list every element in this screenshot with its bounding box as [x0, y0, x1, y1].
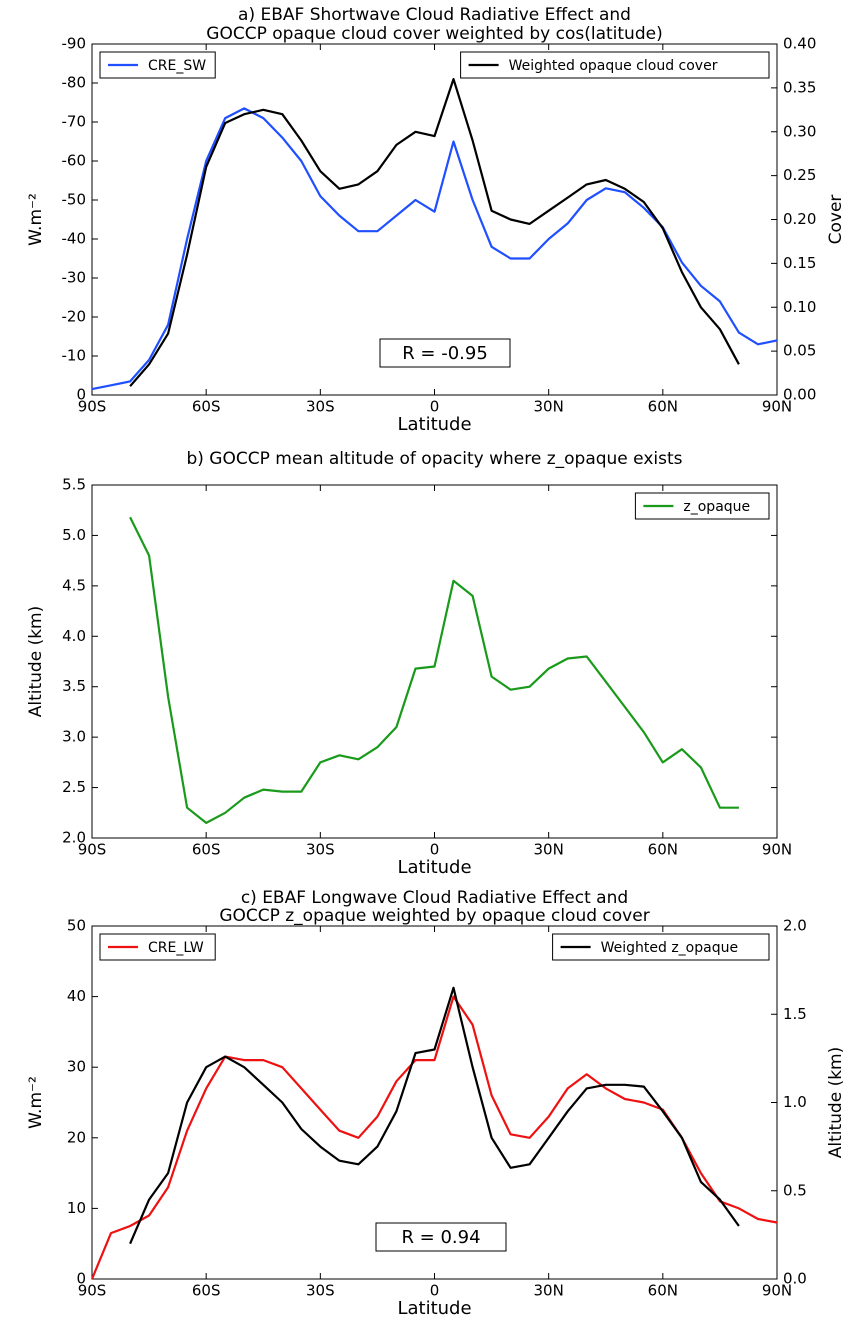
y-tick-label: -30 [62, 269, 87, 287]
y-tick-label: 2.0 [62, 829, 86, 847]
y-tick-label: 20 [67, 1128, 86, 1146]
y2-tick-label: 0.10 [783, 298, 816, 316]
y-tick-label: -90 [62, 35, 87, 53]
x-axis-label: Latitude [397, 857, 471, 878]
legend-box [460, 51, 770, 79]
annotation-box [375, 1222, 507, 1252]
annotation: R = 0.94 [401, 1227, 480, 1248]
y-tick-label: -60 [62, 152, 87, 170]
chart-title: a) EBAF Shortwave Cloud Radiative Effect… [238, 5, 631, 25]
x-tick-label: 0 [430, 841, 440, 859]
x-tick-label: 90S [78, 841, 107, 859]
legend: Weighted z_opaque [552, 933, 770, 961]
x-tick-label: 90N [762, 398, 792, 416]
chart-title: c) EBAF Longwave Cloud Radiative Effect … [241, 888, 628, 908]
y-tick-label: 3.0 [62, 728, 86, 746]
y-tick-label: 5.5 [62, 476, 86, 494]
y-tick-label: 30 [67, 1058, 86, 1076]
x-tick-label: 60S [192, 1282, 221, 1300]
chart-title: GOCCP z_opaque weighted by opaque cloud … [219, 906, 649, 926]
y-tick-label: 40 [67, 987, 86, 1005]
y-tick-label: 5.0 [62, 526, 86, 544]
y-tick-label: 0 [76, 1270, 86, 1288]
legend-label: CRE_SW [148, 58, 206, 74]
x-tick-label: 60N [648, 1282, 678, 1300]
x-tick-label: 30S [306, 1282, 335, 1300]
y2-tick-label: 0.15 [783, 254, 816, 272]
annotation-box [379, 338, 511, 368]
x-tick-label: 90N [762, 1282, 792, 1300]
y2-tick-label: 0.30 [783, 122, 816, 140]
x-axis-label: Latitude [397, 1298, 471, 1318]
series-line [129, 986, 740, 1245]
y2-tick-label: 0.05 [783, 342, 816, 360]
y2-tick-label: 1.5 [783, 1005, 807, 1023]
legend-label: Weighted opaque cloud cover [509, 58, 718, 74]
x-tick-label: 60S [192, 398, 221, 416]
y-axis-label: W.m⁻² [26, 1076, 46, 1129]
legend-label: Weighted z_opaque [601, 940, 738, 956]
chart-title: b) GOCCP mean altitude of opacity where … [186, 449, 682, 469]
y-tick-label: -80 [62, 74, 87, 92]
y-tick-label: 10 [67, 1199, 86, 1217]
y2-tick-label: 1.0 [783, 1093, 807, 1111]
annotation: R = -0.95 [402, 343, 488, 364]
x-tick-label: 90S [78, 1282, 107, 1300]
legend: CRE_LW [99, 933, 216, 961]
x-tick-label: 60N [648, 398, 678, 416]
legend: Weighted opaque cloud cover [460, 51, 770, 79]
y-tick-label: -10 [62, 347, 87, 365]
y-axis-label: Altitude (km) [26, 606, 46, 718]
y2-tick-label: 0.00 [783, 386, 816, 404]
x-axis-label: Latitude [397, 414, 471, 435]
y-tick-label: 2.5 [62, 778, 86, 796]
x-tick-label: 30S [306, 841, 335, 859]
x-tick-label: 30S [306, 398, 335, 416]
y2-axis-label: Cover [826, 195, 846, 245]
y2-tick-label: 0.40 [783, 35, 816, 53]
y2-tick-label: 0.25 [783, 166, 816, 184]
y-tick-label: 50 [67, 917, 86, 935]
y2-tick-label: 0.0 [783, 1270, 807, 1288]
x-tick-label: 90S [78, 398, 107, 416]
x-tick-label: 90N [762, 841, 792, 859]
y2-tick-label: 2.0 [783, 917, 807, 935]
legend-label: z_opaque [683, 499, 750, 515]
y-tick-label: -70 [62, 113, 87, 131]
y-tick-label: -50 [62, 191, 87, 209]
x-tick-label: 0 [430, 1282, 440, 1300]
y2-axis-label: Altitude (km) [826, 1047, 846, 1159]
y-tick-label: 0 [76, 386, 86, 404]
y2-tick-label: 0.35 [783, 78, 816, 96]
x-tick-label: 60N [648, 841, 678, 859]
legend-label: CRE_LW [148, 940, 204, 956]
x-tick-label: 30N [534, 841, 564, 859]
y2-tick-label: 0.5 [783, 1181, 807, 1199]
chart-title: GOCCP opaque cloud cover weighted by cos… [206, 24, 662, 44]
x-tick-label: 60S [192, 841, 221, 859]
y2-tick-label: 0.20 [783, 210, 816, 228]
y-axis-label: W.m⁻² [26, 193, 46, 246]
series-line [129, 516, 739, 824]
legend: z_opaque [634, 492, 770, 520]
y-tick-label: -20 [62, 308, 87, 326]
y-tick-label: 3.5 [62, 677, 86, 695]
x-tick-label: 0 [430, 398, 440, 416]
x-tick-label: 30N [534, 1282, 564, 1300]
series-line [129, 78, 740, 387]
y-tick-label: 4.5 [62, 576, 86, 594]
x-tick-label: 30N [534, 398, 564, 416]
legend: CRE_SW [99, 51, 216, 79]
y-tick-label: -40 [62, 230, 87, 248]
y-tick-label: 4.0 [62, 627, 86, 645]
